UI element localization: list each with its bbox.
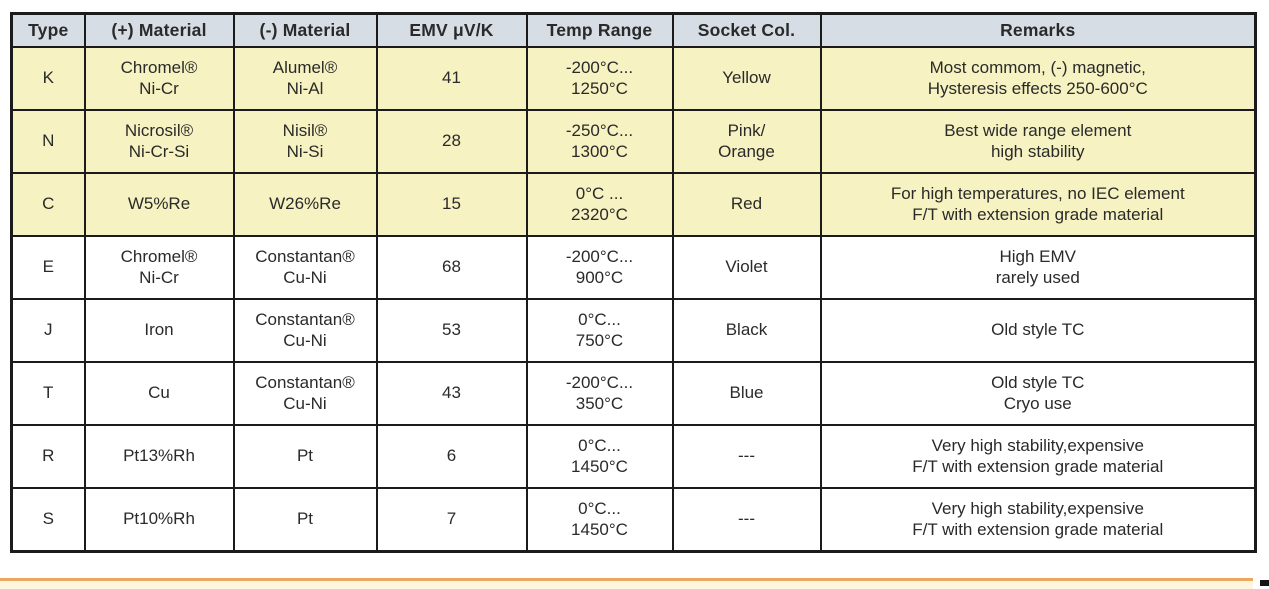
cell-neg-material: Constantan® Cu-Ni (232, 235, 378, 300)
header-row: Type (+) Material (-) Material EMV μV/K … (10, 12, 1257, 48)
cell-socket-color: Yellow (671, 46, 822, 111)
cell-emv: 41 (375, 46, 528, 111)
cell-temp-range: 0°C... 1450°C (525, 424, 674, 489)
cell-type: E (10, 235, 86, 300)
cell-neg-material: Pt (232, 487, 378, 553)
cell-pos-material: Chromel® Ni-Cr (83, 235, 235, 300)
cell-pos-material: Pt10%Rh (83, 487, 235, 553)
cell-remarks: Best wide range element high stability (819, 109, 1257, 174)
cell-socket-color: --- (671, 487, 822, 553)
cell-temp-range: -200°C... 350°C (525, 361, 674, 426)
col-header-pos-material: (+) Material (83, 12, 235, 48)
cell-neg-material: Constantan® Cu-Ni (232, 298, 378, 363)
table-row: E Chromel® Ni-Cr Constantan® Cu-Ni 68 -2… (10, 235, 1257, 300)
cell-remarks: For high temperatures, no IEC element F/… (819, 172, 1257, 237)
cell-type: R (10, 424, 86, 489)
col-header-temp-range: Temp Range (525, 12, 674, 48)
cell-temp-range: 0°C ... 2320°C (525, 172, 674, 237)
cell-socket-color: Black (671, 298, 822, 363)
table-row: J Iron Constantan® Cu-Ni 53 0°C... 750°C… (10, 298, 1257, 363)
cell-socket-color: Blue (671, 361, 822, 426)
cell-socket-color: Red (671, 172, 822, 237)
cell-neg-material: Pt (232, 424, 378, 489)
bottom-highlight-strip (0, 578, 1253, 589)
cell-socket-color: Pink/ Orange (671, 109, 822, 174)
cell-type: C (10, 172, 86, 237)
cell-emv: 7 (375, 487, 528, 553)
cell-remarks: Very high stability,expensive F/T with e… (819, 487, 1257, 553)
cell-remarks: Most commom, (-) magnetic, Hysteresis ef… (819, 46, 1257, 111)
cell-neg-material: Alumel® Ni-Al (232, 46, 378, 111)
cell-temp-range: -200°C... 1250°C (525, 46, 674, 111)
table-row: T Cu Constantan® Cu-Ni 43 -200°C... 350°… (10, 361, 1257, 426)
cell-temp-range: 0°C... 1450°C (525, 487, 674, 553)
cell-remarks: Very high stability,expensive F/T with e… (819, 424, 1257, 489)
thermocouple-types-table: Type (+) Material (-) Material EMV μV/K … (10, 12, 1257, 553)
cell-emv: 28 (375, 109, 528, 174)
table-row: C W5%Re W26%Re 15 0°C ... 2320°C Red For… (10, 172, 1257, 237)
page-corner-mark (1260, 580, 1269, 586)
cell-remarks: Old style TC (819, 298, 1257, 363)
col-header-type: Type (10, 12, 86, 48)
cell-type: N (10, 109, 86, 174)
cell-remarks: High EMV rarely used (819, 235, 1257, 300)
col-header-emv: EMV μV/K (375, 12, 528, 48)
table-row: S Pt10%Rh Pt 7 0°C... 1450°C --- Very hi… (10, 487, 1257, 553)
col-header-socket-col: Socket Col. (671, 12, 822, 48)
cell-temp-range: -200°C... 900°C (525, 235, 674, 300)
cell-pos-material: Chromel® Ni-Cr (83, 46, 235, 111)
table-row: K Chromel® Ni-Cr Alumel® Ni-Al 41 -200°C… (10, 46, 1257, 111)
cell-type: S (10, 487, 86, 553)
table-row: N Nicrosil® Ni-Cr-Si Nisil® Ni-Si 28 -25… (10, 109, 1257, 174)
cell-neg-material: Constantan® Cu-Ni (232, 361, 378, 426)
cell-type: J (10, 298, 86, 363)
cell-socket-color: --- (671, 424, 822, 489)
col-header-neg-material: (-) Material (232, 12, 378, 48)
cell-pos-material: Iron (83, 298, 235, 363)
cell-emv: 15 (375, 172, 528, 237)
cell-emv: 53 (375, 298, 528, 363)
cell-pos-material: Cu (83, 361, 235, 426)
cell-neg-material: W26%Re (232, 172, 378, 237)
col-header-remarks: Remarks (819, 12, 1257, 48)
table-row: R Pt13%Rh Pt 6 0°C... 1450°C --- Very hi… (10, 424, 1257, 489)
cell-emv: 6 (375, 424, 528, 489)
cell-neg-material: Nisil® Ni-Si (232, 109, 378, 174)
cell-pos-material: Nicrosil® Ni-Cr-Si (83, 109, 235, 174)
cell-socket-color: Violet (671, 235, 822, 300)
cell-emv: 68 (375, 235, 528, 300)
cell-type: T (10, 361, 86, 426)
cell-emv: 43 (375, 361, 528, 426)
cell-remarks: Old style TC Cryo use (819, 361, 1257, 426)
cell-temp-range: 0°C... 750°C (525, 298, 674, 363)
cell-type: K (10, 46, 86, 111)
cell-pos-material: W5%Re (83, 172, 235, 237)
cell-temp-range: -250°C... 1300°C (525, 109, 674, 174)
cell-pos-material: Pt13%Rh (83, 424, 235, 489)
